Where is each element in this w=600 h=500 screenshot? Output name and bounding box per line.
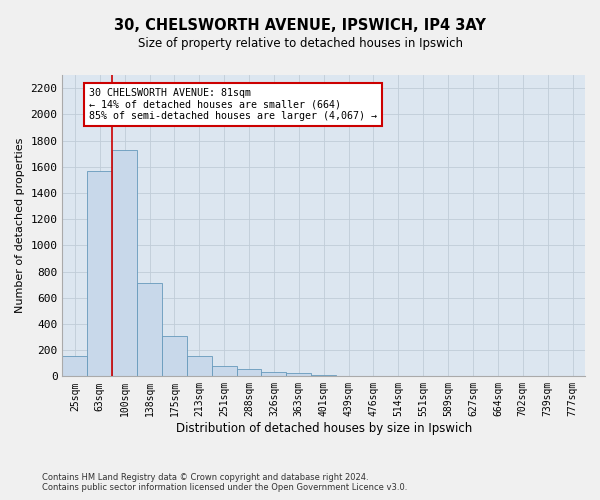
Bar — [187, 356, 212, 376]
Bar — [212, 366, 236, 376]
Bar — [311, 375, 336, 376]
Bar — [262, 372, 286, 376]
Text: 30, CHELSWORTH AVENUE, IPSWICH, IP4 3AY: 30, CHELSWORTH AVENUE, IPSWICH, IP4 3AY — [114, 18, 486, 32]
Bar — [62, 356, 88, 376]
Bar — [112, 150, 137, 376]
Text: Size of property relative to detached houses in Ipswich: Size of property relative to detached ho… — [137, 38, 463, 51]
X-axis label: Distribution of detached houses by size in Ipswich: Distribution of detached houses by size … — [176, 422, 472, 435]
Text: 30 CHELSWORTH AVENUE: 81sqm
← 14% of detached houses are smaller (664)
85% of se: 30 CHELSWORTH AVENUE: 81sqm ← 14% of det… — [89, 88, 377, 122]
Text: Contains HM Land Registry data © Crown copyright and database right 2024.
Contai: Contains HM Land Registry data © Crown c… — [42, 473, 407, 492]
Bar — [88, 170, 112, 376]
Bar — [137, 284, 162, 376]
Bar — [236, 369, 262, 376]
Bar — [286, 374, 311, 376]
Y-axis label: Number of detached properties: Number of detached properties — [15, 138, 25, 314]
Bar — [162, 336, 187, 376]
